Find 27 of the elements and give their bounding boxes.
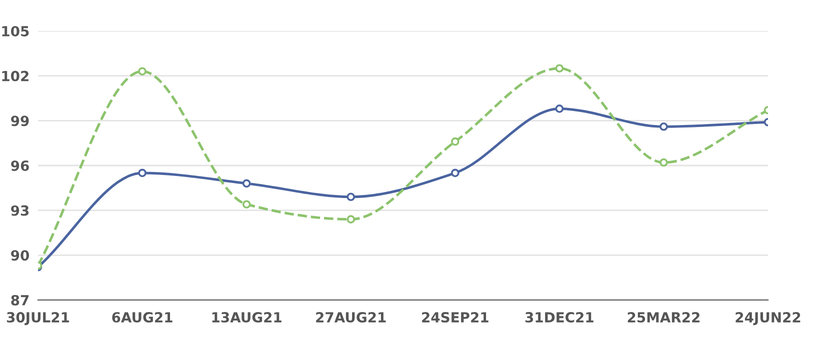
point: [138, 67, 146, 76]
point: [346, 192, 356, 202]
x-tick-label: 31DEC21: [525, 312, 594, 323]
x-tick-label: 30JUL21: [6, 312, 70, 326]
y-tick-label: 90: [11, 250, 30, 261]
point: [660, 158, 668, 167]
point: [242, 179, 251, 188]
point: [555, 104, 564, 113]
y-tick-label: 102: [2, 70, 28, 82]
x-tick-label: 6AUG21: [112, 312, 172, 323]
x-tick-label: 13AUG21: [212, 312, 282, 323]
point: [450, 137, 460, 146]
x-tick-label: 24SEP21: [422, 312, 488, 323]
point: [138, 168, 146, 178]
y-tick-label: 105: [2, 26, 29, 36]
x-tick-label: 24JUN22: [736, 312, 800, 326]
y-tick-label: 93: [11, 205, 29, 216]
y-tick-label: 99: [11, 116, 29, 126]
point: [346, 215, 356, 224]
point: [555, 64, 564, 73]
point: [660, 122, 668, 131]
point: [450, 168, 460, 178]
x-tick-label: 27AUG21: [316, 312, 386, 323]
x-tick-label: 25MAR22: [628, 312, 700, 323]
y-tick-label: 96: [11, 160, 29, 171]
y-tick-label: 87: [11, 294, 29, 306]
point: [242, 200, 251, 209]
